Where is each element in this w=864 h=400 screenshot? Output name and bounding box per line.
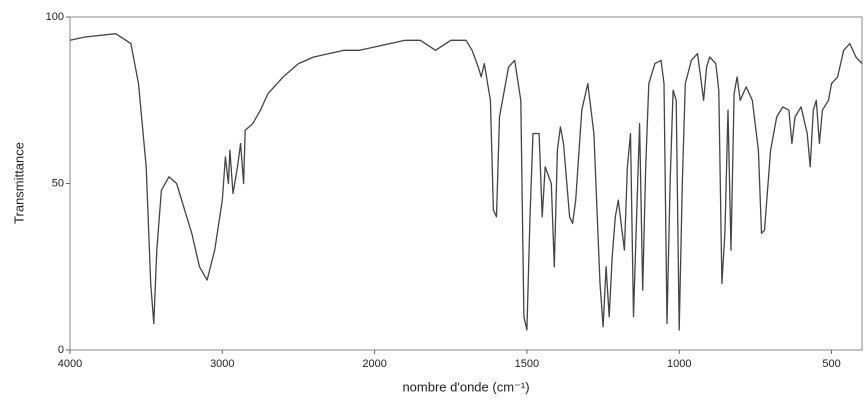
x-tick-label: 500 — [822, 358, 840, 370]
x-tick-label: 1000 — [667, 358, 691, 370]
x-tick-label: 1500 — [515, 358, 539, 370]
x-axis-title: nombre d'onde (cm⁻¹) — [402, 379, 529, 394]
x-tick-label: 4000 — [58, 358, 82, 370]
y-axis-title: Transmittance — [11, 142, 26, 224]
x-tick-label: 3000 — [210, 358, 234, 370]
x-tick-label: 2000 — [362, 358, 386, 370]
y-tick-label: 0 — [58, 344, 64, 356]
y-tick-label: 50 — [52, 177, 64, 189]
spectrum-line — [69, 33, 863, 331]
y-tick-label: 100 — [46, 11, 64, 23]
plot-frame — [69, 16, 863, 351]
